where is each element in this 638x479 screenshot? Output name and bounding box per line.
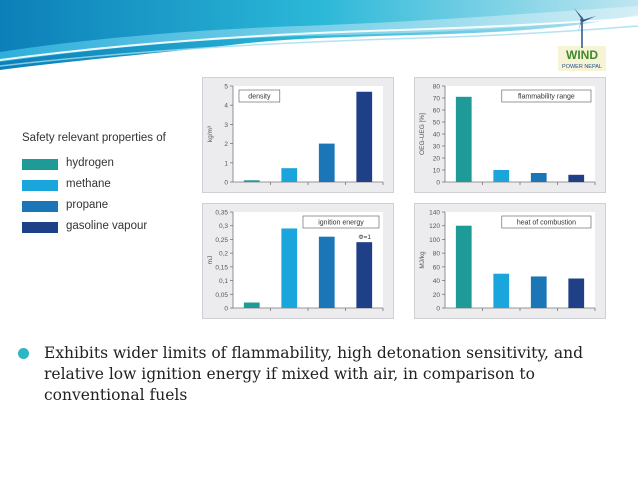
bullet-icon [18, 348, 29, 359]
chart-svg: 0 10 20 30 40 50 60 70 80 OEG-UEG [%] flammability… [419, 84, 596, 187]
y-tick-label: 60 [433, 108, 441, 115]
heat-of-combustion-chart: 0 20 40 60 80 100 120 140 MJ/kg heat of combustio… [414, 203, 606, 319]
bar-methane [281, 168, 298, 182]
y-tick-label: 0,15 [215, 264, 228, 271]
y-tick-label: 80 [433, 84, 441, 91]
y-tick-label: 0,2 [219, 251, 228, 258]
legend-label: propane [66, 199, 109, 211]
density-chart: 0 1 2 3 4 5 kg/m³ density [202, 77, 394, 193]
y-tick-label: 1 [224, 160, 228, 167]
logo-wordmark: WIND [566, 48, 598, 62]
bar-gasoline-vapour [356, 242, 373, 308]
chart-title-box [302, 215, 380, 229]
legend-swatch [22, 222, 58, 233]
bar-methane [493, 273, 510, 308]
chart-title: flammability range [518, 94, 575, 101]
y-axis-label: OEG-UEG [%] [419, 113, 426, 155]
y-tick-label: 0 [224, 180, 228, 187]
bar-propane [318, 143, 335, 182]
y-tick-label: 80 [433, 251, 441, 258]
y-tick-label: 20 [433, 292, 441, 299]
y-tick-label: 60 [433, 264, 441, 271]
y-tick-label: 5 [224, 84, 228, 91]
y-tick-label: 40 [433, 278, 441, 285]
legend-title: Safety relevant properties of [22, 132, 166, 144]
y-tick-label: 140 [429, 210, 440, 217]
chart-title-box [501, 89, 592, 103]
y-tick-label: 10 [433, 168, 441, 175]
y-tick-label: 0,3 [219, 223, 228, 230]
legend-swatch [22, 180, 58, 191]
y-tick-label: 0 [436, 306, 440, 313]
legend-item-methane: methane [22, 178, 187, 193]
y-tick-label: 0 [224, 306, 228, 313]
y-tick-label: 0 [436, 180, 440, 187]
legend-item-gasoline-vapour: gasoline vapour [22, 220, 187, 235]
bar-propane [530, 276, 547, 308]
legend-swatch [22, 159, 58, 170]
chart-svg: 0 1 2 3 4 5 kg/m³ density [207, 84, 384, 187]
bar-propane [318, 236, 335, 308]
y-tick-label: 100 [429, 237, 440, 244]
legend-swatch [22, 201, 58, 212]
y-tick-label: 70 [433, 96, 441, 103]
y-tick-label: 0,25 [215, 237, 228, 244]
chart-title: ignition energy [318, 220, 364, 227]
bar-hydrogen [455, 96, 472, 182]
bullet-point: Exhibits wider limits of flammability, h… [18, 343, 604, 406]
logo-subtitle: POWER NEPAL [562, 64, 602, 70]
chart-svg: 0 0,05 0,1 0,15 0,2 0,25 0,3 0,35 mJ ignition ene… [207, 210, 384, 313]
bar-gasoline-vapour [568, 278, 585, 308]
y-axis-label: mJ [207, 256, 214, 265]
bar-methane [281, 228, 298, 308]
bar-gasoline-vapour [356, 91, 373, 182]
y-tick-label: 0,1 [219, 278, 228, 285]
legend-item-propane: propane [22, 199, 187, 214]
chart-annotation: Φ=1 [358, 234, 371, 241]
legend-label: gasoline vapour [66, 220, 148, 232]
bar-methane [493, 170, 510, 182]
y-tick-label: 20 [433, 156, 441, 163]
wind-power-nepal-logo: WIND POWER NEPAL [552, 6, 610, 72]
legend-label: hydrogen [66, 157, 114, 169]
bar-propane [530, 173, 547, 182]
y-tick-label: 40 [433, 132, 441, 139]
y-tick-label: 30 [433, 144, 441, 151]
chart-title-box [501, 215, 592, 229]
y-axis-label: kg/m³ [207, 125, 214, 142]
y-tick-label: 0,05 [215, 292, 228, 299]
bar-hydrogen [243, 302, 260, 308]
bar-gasoline-vapour [568, 174, 585, 182]
bullet-text: Exhibits wider limits of flammability, h… [44, 344, 584, 404]
flammability-range-chart: 0 10 20 30 40 50 60 70 80 OEG-UEG [%] flammability… [414, 77, 606, 193]
header-wave-decoration [0, 0, 638, 70]
chart-svg: 0 20 40 60 80 100 120 140 MJ/kg heat of combustio… [419, 210, 596, 313]
chart-title: density [248, 94, 271, 101]
chart-title-box [238, 89, 281, 103]
y-tick-label: 4 [224, 103, 228, 110]
y-tick-label: 120 [429, 223, 440, 230]
legend-item-hydrogen: hydrogen [22, 157, 187, 172]
ignition-energy-chart: 0 0,05 0,1 0,15 0,2 0,25 0,3 0,35 mJ ignition ene… [202, 203, 394, 319]
legend-label: methane [66, 178, 111, 190]
y-tick-label: 3 [224, 122, 228, 129]
y-axis-label: MJ/kg [419, 251, 426, 269]
legend: Safety relevant properties of hydrogen m… [18, 128, 190, 243]
y-tick-label: 50 [433, 120, 441, 127]
y-tick-label: 0,35 [215, 210, 228, 217]
y-tick-label: 2 [224, 141, 228, 148]
bar-hydrogen [243, 180, 260, 182]
chart-title: heat of combustion [517, 220, 576, 227]
bar-hydrogen [455, 225, 472, 308]
